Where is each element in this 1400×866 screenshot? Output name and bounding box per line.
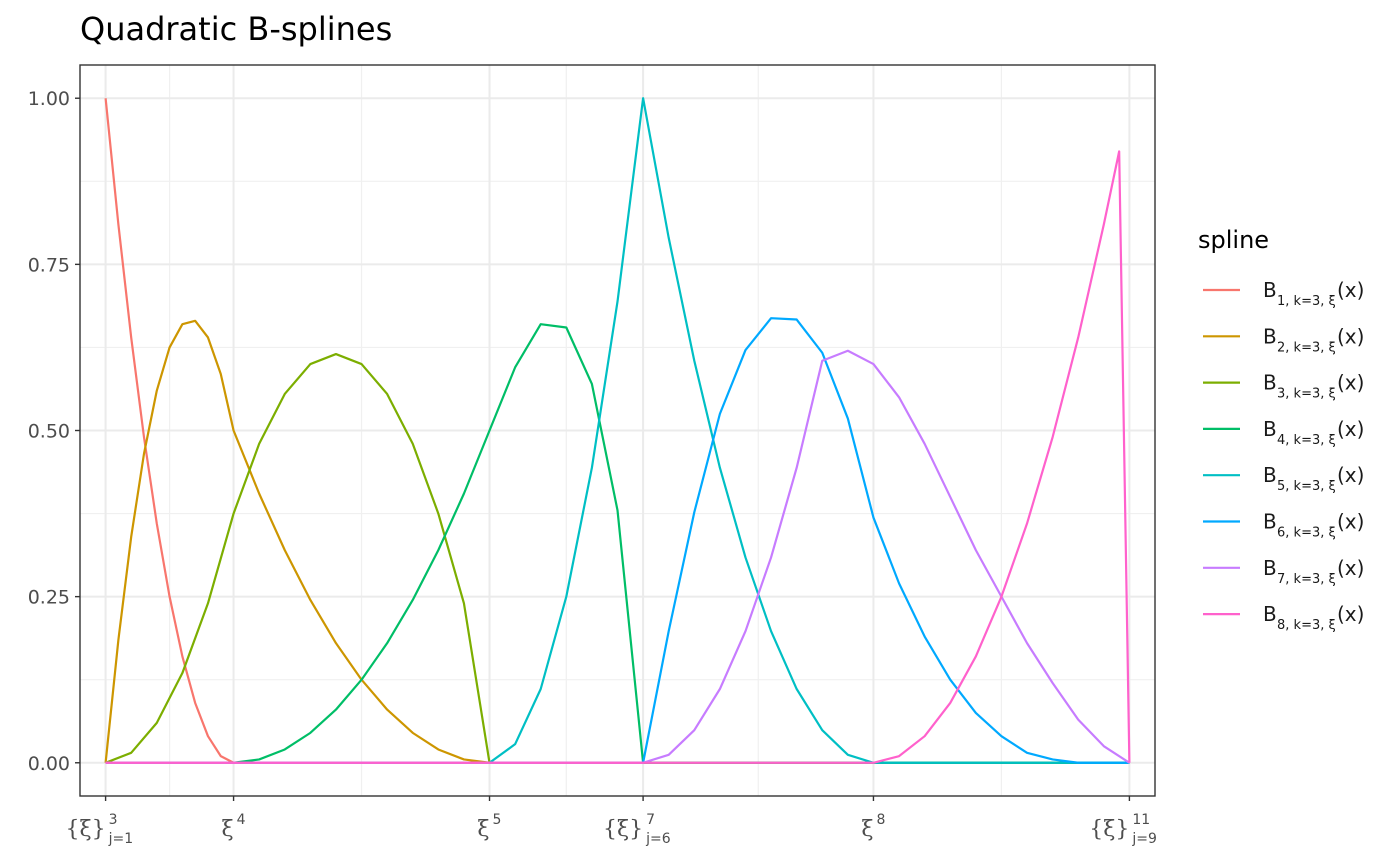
series-lines bbox=[104, 97, 1131, 764]
legend-item-2: B 2, k=3, ξ (x) bbox=[1203, 324, 1364, 355]
x-tick-sub: j=1 bbox=[108, 831, 134, 847]
series-line-5 bbox=[105, 97, 1130, 764]
legend-label: B bbox=[1263, 324, 1277, 348]
x-tick-sup: 11 bbox=[1132, 812, 1150, 828]
y-tick-label: 0.00 bbox=[28, 753, 70, 775]
legend: spline B 1, k=3, ξ (x)B 2, k=3, ξ (x)B 3, k=3… bbox=[1198, 226, 1364, 633]
legend-item-7: B 7, k=3, ξ (x) bbox=[1203, 556, 1364, 587]
legend-label-subscript: 6, k=3, ξ bbox=[1277, 526, 1336, 541]
legend-title: spline bbox=[1198, 226, 1269, 254]
legend-label-suffix: (x) bbox=[1337, 556, 1364, 580]
series-line-8 bbox=[105, 150, 1131, 764]
legend-label-suffix: (x) bbox=[1337, 417, 1364, 441]
legend-label-subscript: 1, k=3, ξ bbox=[1277, 294, 1336, 309]
legend-label-suffix: (x) bbox=[1337, 463, 1364, 487]
series-line-7 bbox=[105, 349, 1130, 764]
x-tick-sub: j=6 bbox=[645, 831, 671, 847]
legend-item-4: B 4, k=3, ξ (x) bbox=[1203, 417, 1364, 448]
legend-label: B bbox=[1263, 556, 1277, 580]
legend-label-suffix: (x) bbox=[1337, 510, 1364, 534]
legend-label-suffix: (x) bbox=[1337, 278, 1364, 302]
x-tick-main: ξ bbox=[861, 817, 873, 842]
legend-label: B bbox=[1263, 417, 1277, 441]
legend-label-subscript: 7, k=3, ξ bbox=[1277, 572, 1336, 587]
y-axis: 0.00 0.25 0.50 0.75 1.00 bbox=[28, 88, 80, 775]
x-tick-main: ξ bbox=[221, 817, 233, 842]
series-line-2 bbox=[104, 319, 1130, 764]
legend-label-suffix: (x) bbox=[1337, 324, 1364, 348]
legend-label: B bbox=[1263, 463, 1277, 487]
x-tick-main: {ξ} bbox=[1089, 817, 1129, 842]
y-tick-label: 0.25 bbox=[28, 587, 70, 609]
legend-label-subscript: 8, k=3, ξ bbox=[1277, 618, 1336, 633]
legend-label-subscript: 4, k=3, ξ bbox=[1277, 433, 1336, 448]
x-tick-sub: j=9 bbox=[1131, 831, 1157, 847]
legend-item-5: B 5, k=3, ξ (x) bbox=[1203, 463, 1364, 494]
legend-label: B bbox=[1263, 510, 1277, 534]
series-line-6 bbox=[105, 317, 1130, 764]
legend-item-3: B 3, k=3, ξ (x) bbox=[1203, 371, 1364, 402]
x-tick-sup: 4 bbox=[237, 812, 246, 828]
x-tick-main: ξ bbox=[477, 817, 489, 842]
legend-label-suffix: (x) bbox=[1337, 371, 1364, 395]
legend-label-subscript: 5, k=3, ξ bbox=[1277, 479, 1336, 494]
legend-item-1: B 1, k=3, ξ (x) bbox=[1203, 278, 1364, 309]
x-tick-label: {ξ} 7 j=6 bbox=[603, 812, 671, 847]
legend-label: B bbox=[1263, 278, 1277, 302]
x-tick-sup: 7 bbox=[646, 812, 655, 828]
x-tick-main: {ξ} bbox=[65, 817, 105, 842]
x-tick-sup: 8 bbox=[876, 812, 885, 828]
legend-label-subscript: 3, k=3, ξ bbox=[1277, 387, 1336, 402]
x-tick-sup: 3 bbox=[109, 812, 118, 828]
x-axis: {ξ} 3j=1 ξ 4 ξ 5 {ξ} 7j=6 ξ 8 {ξ} 11j=9 bbox=[65, 796, 1157, 847]
legend-label: B bbox=[1263, 602, 1277, 626]
legend-label-subscript: 2, k=3, ξ bbox=[1277, 340, 1336, 355]
x-tick-label: {ξ} 3 j=1 bbox=[65, 812, 133, 847]
y-tick-label: 1.00 bbox=[28, 88, 70, 110]
series-line-4 bbox=[105, 323, 1130, 764]
y-tick-label: 0.50 bbox=[28, 421, 70, 443]
x-tick-sup: 5 bbox=[493, 812, 502, 828]
legend-label: B bbox=[1263, 371, 1277, 395]
y-tick-label: 0.75 bbox=[28, 254, 70, 276]
legend-label-suffix: (x) bbox=[1337, 602, 1364, 626]
legend-item-8: B 8, k=3, ξ (x) bbox=[1203, 602, 1364, 633]
x-tick-main: {ξ} bbox=[603, 817, 643, 842]
x-tick-label: {ξ} 11 j=9 bbox=[1089, 812, 1157, 847]
chart-title: Quadratic B-splines bbox=[80, 10, 392, 48]
legend-item-6: B 6, k=3, ξ (x) bbox=[1203, 510, 1364, 541]
series-line-1 bbox=[104, 98, 1130, 764]
